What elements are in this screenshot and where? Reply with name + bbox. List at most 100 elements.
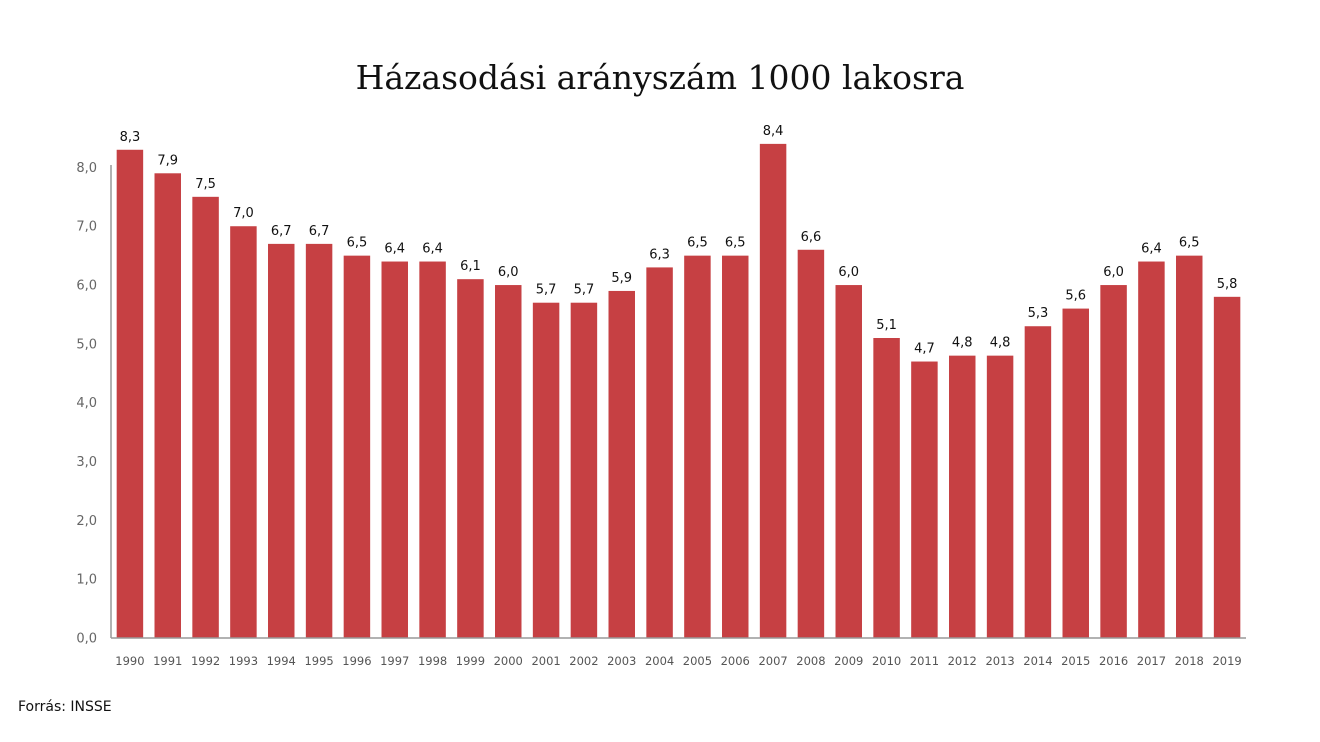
x-tick-label: 2019: [1212, 654, 1241, 668]
data-label-2000: 6,0: [498, 265, 519, 280]
data-label-2015: 5,6: [1065, 289, 1086, 304]
x-tick-label: 2001: [531, 654, 560, 668]
x-tick-label: 2003: [607, 654, 636, 668]
bar-2014: [1024, 326, 1052, 638]
bar-2015: [1062, 308, 1089, 638]
bar-1997: [381, 261, 408, 638]
data-label-2009: 6,0: [838, 265, 859, 280]
data-label-2013: 4,8: [990, 336, 1011, 351]
chart-title: Házasodási arányszám 1000 lakosra: [355, 58, 965, 97]
bar-2008: [797, 249, 825, 638]
data-label-2005: 6,5: [687, 236, 708, 251]
bar-1998: [419, 261, 446, 638]
data-label-2012: 4,8: [952, 336, 973, 351]
x-tick-label: 2006: [721, 654, 750, 668]
bar-2013: [986, 355, 1014, 638]
y-axis-ticks: 0,0 1,0 2,0 3,0 4,0 5,0 6,0 7,0 8,0: [76, 161, 97, 647]
data-label-2004: 6,3: [649, 247, 670, 262]
x-tick-label: 1992: [191, 654, 220, 668]
bar-2007: [759, 143, 787, 638]
data-label-2019: 5,8: [1217, 277, 1238, 292]
data-label-1995: 6,7: [309, 224, 330, 239]
bar-2009: [835, 285, 862, 638]
bar-2012: [949, 355, 976, 638]
x-tick-label: 2005: [683, 654, 712, 668]
data-label-1996: 6,5: [347, 236, 368, 251]
x-tick-label: 2015: [1061, 654, 1090, 668]
x-axis-ticks: 1990 1991 1992 1993 1994 1995 1996 1997 1998 1999…: [115, 654, 1241, 668]
bars-group: [116, 143, 1241, 638]
x-tick-label: 2008: [796, 654, 825, 668]
data-label-2002: 5,7: [574, 283, 595, 298]
y-tick-label: 3,0: [76, 455, 97, 470]
y-tick-label: 6,0: [76, 279, 97, 294]
bar-1999: [457, 279, 484, 638]
data-label-2016: 6,0: [1103, 265, 1124, 280]
source-note: Forrás: INSSE: [18, 699, 112, 715]
data-label-1999: 6,1: [460, 259, 481, 274]
bar-1991: [154, 173, 181, 638]
bar-1993: [230, 226, 257, 638]
data-label-2003: 5,9: [611, 271, 632, 286]
y-tick-label: 7,0: [76, 220, 97, 235]
x-tick-label: 2004: [645, 654, 674, 668]
y-tick-label: 1,0: [76, 573, 97, 588]
x-tick-label: 1995: [304, 654, 333, 668]
data-label-1997: 6,4: [384, 242, 405, 257]
data-label-2017: 6,4: [1141, 242, 1162, 257]
bar-2019: [1213, 296, 1241, 638]
x-tick-label: 2013: [985, 654, 1014, 668]
x-tick-label: 2016: [1099, 654, 1128, 668]
data-label-2006: 6,5: [725, 236, 746, 251]
data-label-2008: 6,6: [801, 230, 822, 245]
bar-1996: [343, 255, 371, 638]
data-label-1992: 7,5: [195, 177, 216, 192]
x-tick-label: 2002: [569, 654, 598, 668]
y-tick-label: 8,0: [76, 161, 97, 176]
data-label-2014: 5,3: [1028, 306, 1049, 321]
data-label-1990: 8,3: [120, 130, 141, 145]
x-tick-label: 1996: [342, 654, 371, 668]
x-tick-label: 2014: [1023, 654, 1052, 668]
bar-2000: [495, 285, 522, 638]
y-tick-label: 4,0: [76, 396, 97, 411]
bar-1990: [116, 149, 144, 638]
data-label-2011: 4,7: [914, 342, 935, 357]
bar-2006: [722, 255, 749, 638]
data-label-1994: 6,7: [271, 224, 292, 239]
data-labels-group: 8,3 7,9 7,5 7,0 6,7 6,7 6,5 6,4 6,4 6,1 6,0 5,7 5,7 5…: [120, 124, 1238, 357]
bar-2016: [1100, 285, 1127, 638]
bar-2005: [684, 255, 711, 638]
x-tick-label: 2018: [1175, 654, 1204, 668]
x-tick-label: 2010: [872, 654, 901, 668]
bar-1995: [305, 243, 333, 638]
bar-1992: [192, 196, 219, 638]
x-tick-label: 1999: [456, 654, 485, 668]
data-label-2001: 5,7: [536, 283, 557, 298]
bar-2003: [608, 290, 635, 638]
x-tick-label: 1998: [418, 654, 447, 668]
x-tick-label: 2007: [758, 654, 787, 668]
x-tick-label: 1991: [153, 654, 182, 668]
bar-2010: [873, 338, 900, 638]
bar-2004: [646, 267, 673, 638]
x-tick-label: 1993: [229, 654, 258, 668]
bar-2011: [911, 361, 938, 638]
y-tick-label: 0,0: [76, 632, 97, 647]
x-tick-label: 2012: [948, 654, 977, 668]
x-tick-label: 1997: [380, 654, 409, 668]
x-tick-label: 2009: [834, 654, 863, 668]
data-label-2010: 5,1: [876, 318, 897, 333]
data-label-1991: 7,9: [157, 153, 178, 168]
bar-2001: [532, 302, 560, 638]
x-tick-label: 1990: [115, 654, 144, 668]
bar-2018: [1176, 255, 1203, 638]
data-label-1993: 7,0: [233, 206, 254, 221]
x-tick-label: 2011: [910, 654, 939, 668]
data-label-1998: 6,4: [422, 242, 443, 257]
y-tick-label: 2,0: [76, 514, 97, 529]
bar-2002: [570, 302, 598, 638]
bar-1994: [268, 243, 295, 638]
x-tick-label: 2000: [494, 654, 523, 668]
